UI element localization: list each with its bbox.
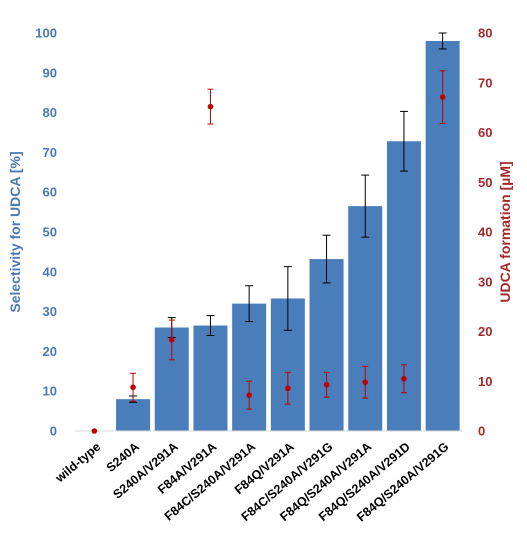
left-tick-label: 20 <box>43 344 57 359</box>
left-tick-label: 100 <box>35 26 57 41</box>
bar-error-bar <box>399 110 408 172</box>
bar-error-bar <box>322 234 331 284</box>
left-tick-label: 10 <box>43 384 57 399</box>
right-tick-label: 30 <box>478 274 492 289</box>
right-tick-label: 0 <box>478 424 485 439</box>
y-axis-title-left: Selectivity for UDCA [%] <box>7 151 23 312</box>
bar <box>309 259 344 431</box>
data-point <box>285 385 291 392</box>
data-point <box>207 103 214 110</box>
left-tick-label: 30 <box>43 304 57 319</box>
data-point <box>323 381 330 388</box>
left-tick-label: 40 <box>43 264 57 279</box>
category-label: wild-type <box>52 440 103 486</box>
bar-error-bars-layer <box>129 32 447 403</box>
points-layer <box>91 94 446 434</box>
left-ticks: 0 10 20 30 40 50 60 70 80 90 100 <box>35 26 57 439</box>
left-tick-label: 70 <box>43 145 57 160</box>
right-ticks: 0 10 20 30 40 50 60 70 80 <box>478 26 492 439</box>
left-tick-label: 50 <box>43 225 57 240</box>
data-point <box>130 384 136 391</box>
category-labels: wild-type S240AS240A/V291AF84A/V291AF84C/… <box>52 440 452 525</box>
right-tick-label: 60 <box>478 125 492 140</box>
right-tick-label: 70 <box>478 75 492 90</box>
right-tick-label: 40 <box>478 225 492 240</box>
bar-error-bar <box>283 266 292 331</box>
right-tick-label: 80 <box>478 26 492 41</box>
left-tick-label: 60 <box>43 185 57 200</box>
left-tick-label: 0 <box>50 424 57 439</box>
data-point <box>168 337 175 343</box>
data-point <box>246 392 252 398</box>
bar-error-bar <box>438 32 447 50</box>
data-point <box>401 375 407 382</box>
data-point <box>439 94 446 100</box>
bar <box>116 399 151 431</box>
y-axis-title-right: UDCA formation [µM] <box>497 161 513 302</box>
point-error-bars-layer <box>130 70 446 410</box>
bar <box>193 325 228 431</box>
right-tick-label: 10 <box>478 374 492 389</box>
bar <box>232 303 267 431</box>
bar-error-bar <box>361 174 370 238</box>
bar-error-bar <box>206 315 215 336</box>
bar-error-bar <box>245 285 254 323</box>
left-tick-label: 80 <box>43 105 57 120</box>
left-tick-label: 90 <box>43 65 57 80</box>
data-point <box>362 379 369 386</box>
right-tick-label: 50 <box>478 175 492 190</box>
data-point <box>91 428 98 434</box>
right-tick-label: 20 <box>478 324 492 339</box>
